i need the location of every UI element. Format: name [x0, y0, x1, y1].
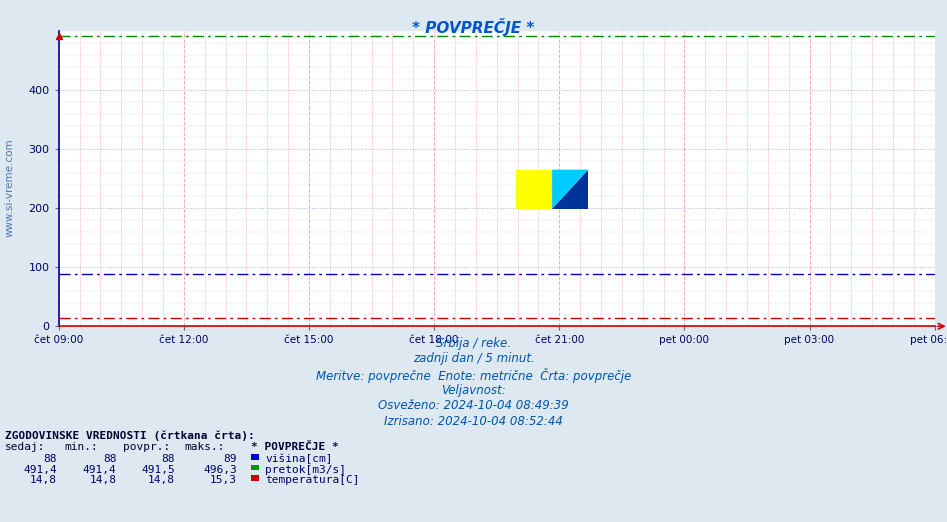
- Text: 14,8: 14,8: [148, 475, 175, 485]
- Text: 88: 88: [162, 454, 175, 464]
- Text: Veljavnost:: Veljavnost:: [441, 384, 506, 397]
- Text: 15,3: 15,3: [209, 475, 237, 485]
- Text: min.:: min.:: [64, 442, 98, 452]
- Text: 491,4: 491,4: [82, 465, 116, 474]
- Text: sedaj:: sedaj:: [5, 442, 45, 452]
- Text: 491,4: 491,4: [23, 465, 57, 474]
- Text: 88: 88: [103, 454, 116, 464]
- Text: maks.:: maks.:: [185, 442, 225, 452]
- Text: Srbija / reke.: Srbija / reke.: [436, 337, 511, 350]
- Text: * POVPREČJE *: * POVPREČJE *: [251, 442, 339, 452]
- Text: Meritve: povprečne  Enote: metrične  Črta: povprečje: Meritve: povprečne Enote: metrične Črta:…: [315, 368, 632, 383]
- Text: ZGODOVINSKE VREDNOSTI (črtkana črta):: ZGODOVINSKE VREDNOSTI (črtkana črta):: [5, 431, 255, 441]
- Text: 491,5: 491,5: [141, 465, 175, 474]
- Text: 14,8: 14,8: [89, 475, 116, 485]
- Text: Osveženo: 2024-10-04 08:49:39: Osveženo: 2024-10-04 08:49:39: [378, 399, 569, 412]
- Text: temperatura[C]: temperatura[C]: [265, 475, 360, 485]
- Text: * POVPREČJE *: * POVPREČJE *: [412, 18, 535, 36]
- Text: višina[cm]: višina[cm]: [265, 454, 332, 465]
- Text: zadnji dan / 5 minut.: zadnji dan / 5 minut.: [413, 352, 534, 365]
- Text: 14,8: 14,8: [29, 475, 57, 485]
- Text: www.si-vreme.com: www.si-vreme.com: [5, 139, 15, 237]
- Text: 88: 88: [44, 454, 57, 464]
- Text: pretok[m3/s]: pretok[m3/s]: [265, 465, 347, 474]
- Text: 496,3: 496,3: [203, 465, 237, 474]
- Text: Izrisano: 2024-10-04 08:52:44: Izrisano: 2024-10-04 08:52:44: [384, 415, 563, 428]
- Text: 89: 89: [223, 454, 237, 464]
- Text: povpr.:: povpr.:: [123, 442, 170, 452]
